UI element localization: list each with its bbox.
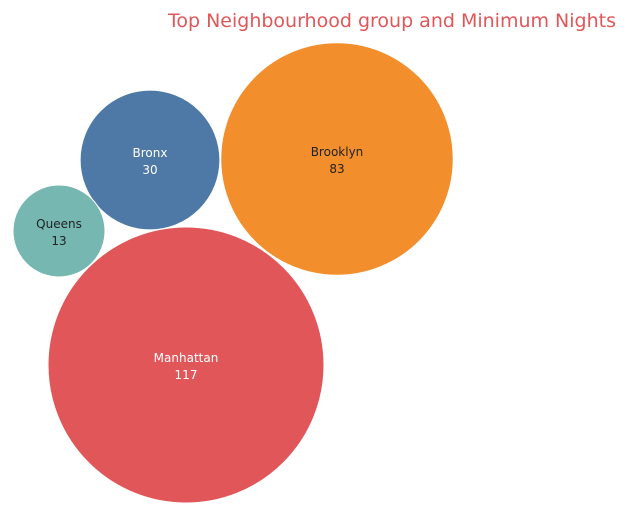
bubble-value-brooklyn: 83	[329, 162, 344, 176]
bubble-label-queens: Queens	[36, 217, 82, 231]
bubble-bronx[interactable]: Bronx 30	[79, 89, 221, 231]
bubble-circle-manhattan[interactable]	[47, 226, 325, 504]
bubble-manhattan[interactable]: Manhattan 117	[47, 226, 325, 504]
bubble-queens[interactable]: Queens 13	[12, 184, 106, 278]
bubble-brooklyn[interactable]: Brooklyn 83	[220, 42, 454, 276]
bubble-circle-bronx[interactable]	[79, 89, 221, 231]
bubble-circle-brooklyn[interactable]	[220, 42, 454, 276]
chart-title: Top Neighbourhood group and Minimum Nigh…	[167, 10, 616, 32]
bubble-value-manhattan: 117	[175, 368, 198, 382]
bubble-label-manhattan: Manhattan	[154, 351, 219, 365]
bubble-label-bronx: Bronx	[133, 146, 168, 160]
bubble-circle-queens[interactable]	[12, 184, 106, 278]
bubble-value-bronx: 30	[142, 163, 157, 177]
bubble-value-queens: 13	[51, 234, 66, 248]
bubble-label-brooklyn: Brooklyn	[311, 145, 364, 159]
